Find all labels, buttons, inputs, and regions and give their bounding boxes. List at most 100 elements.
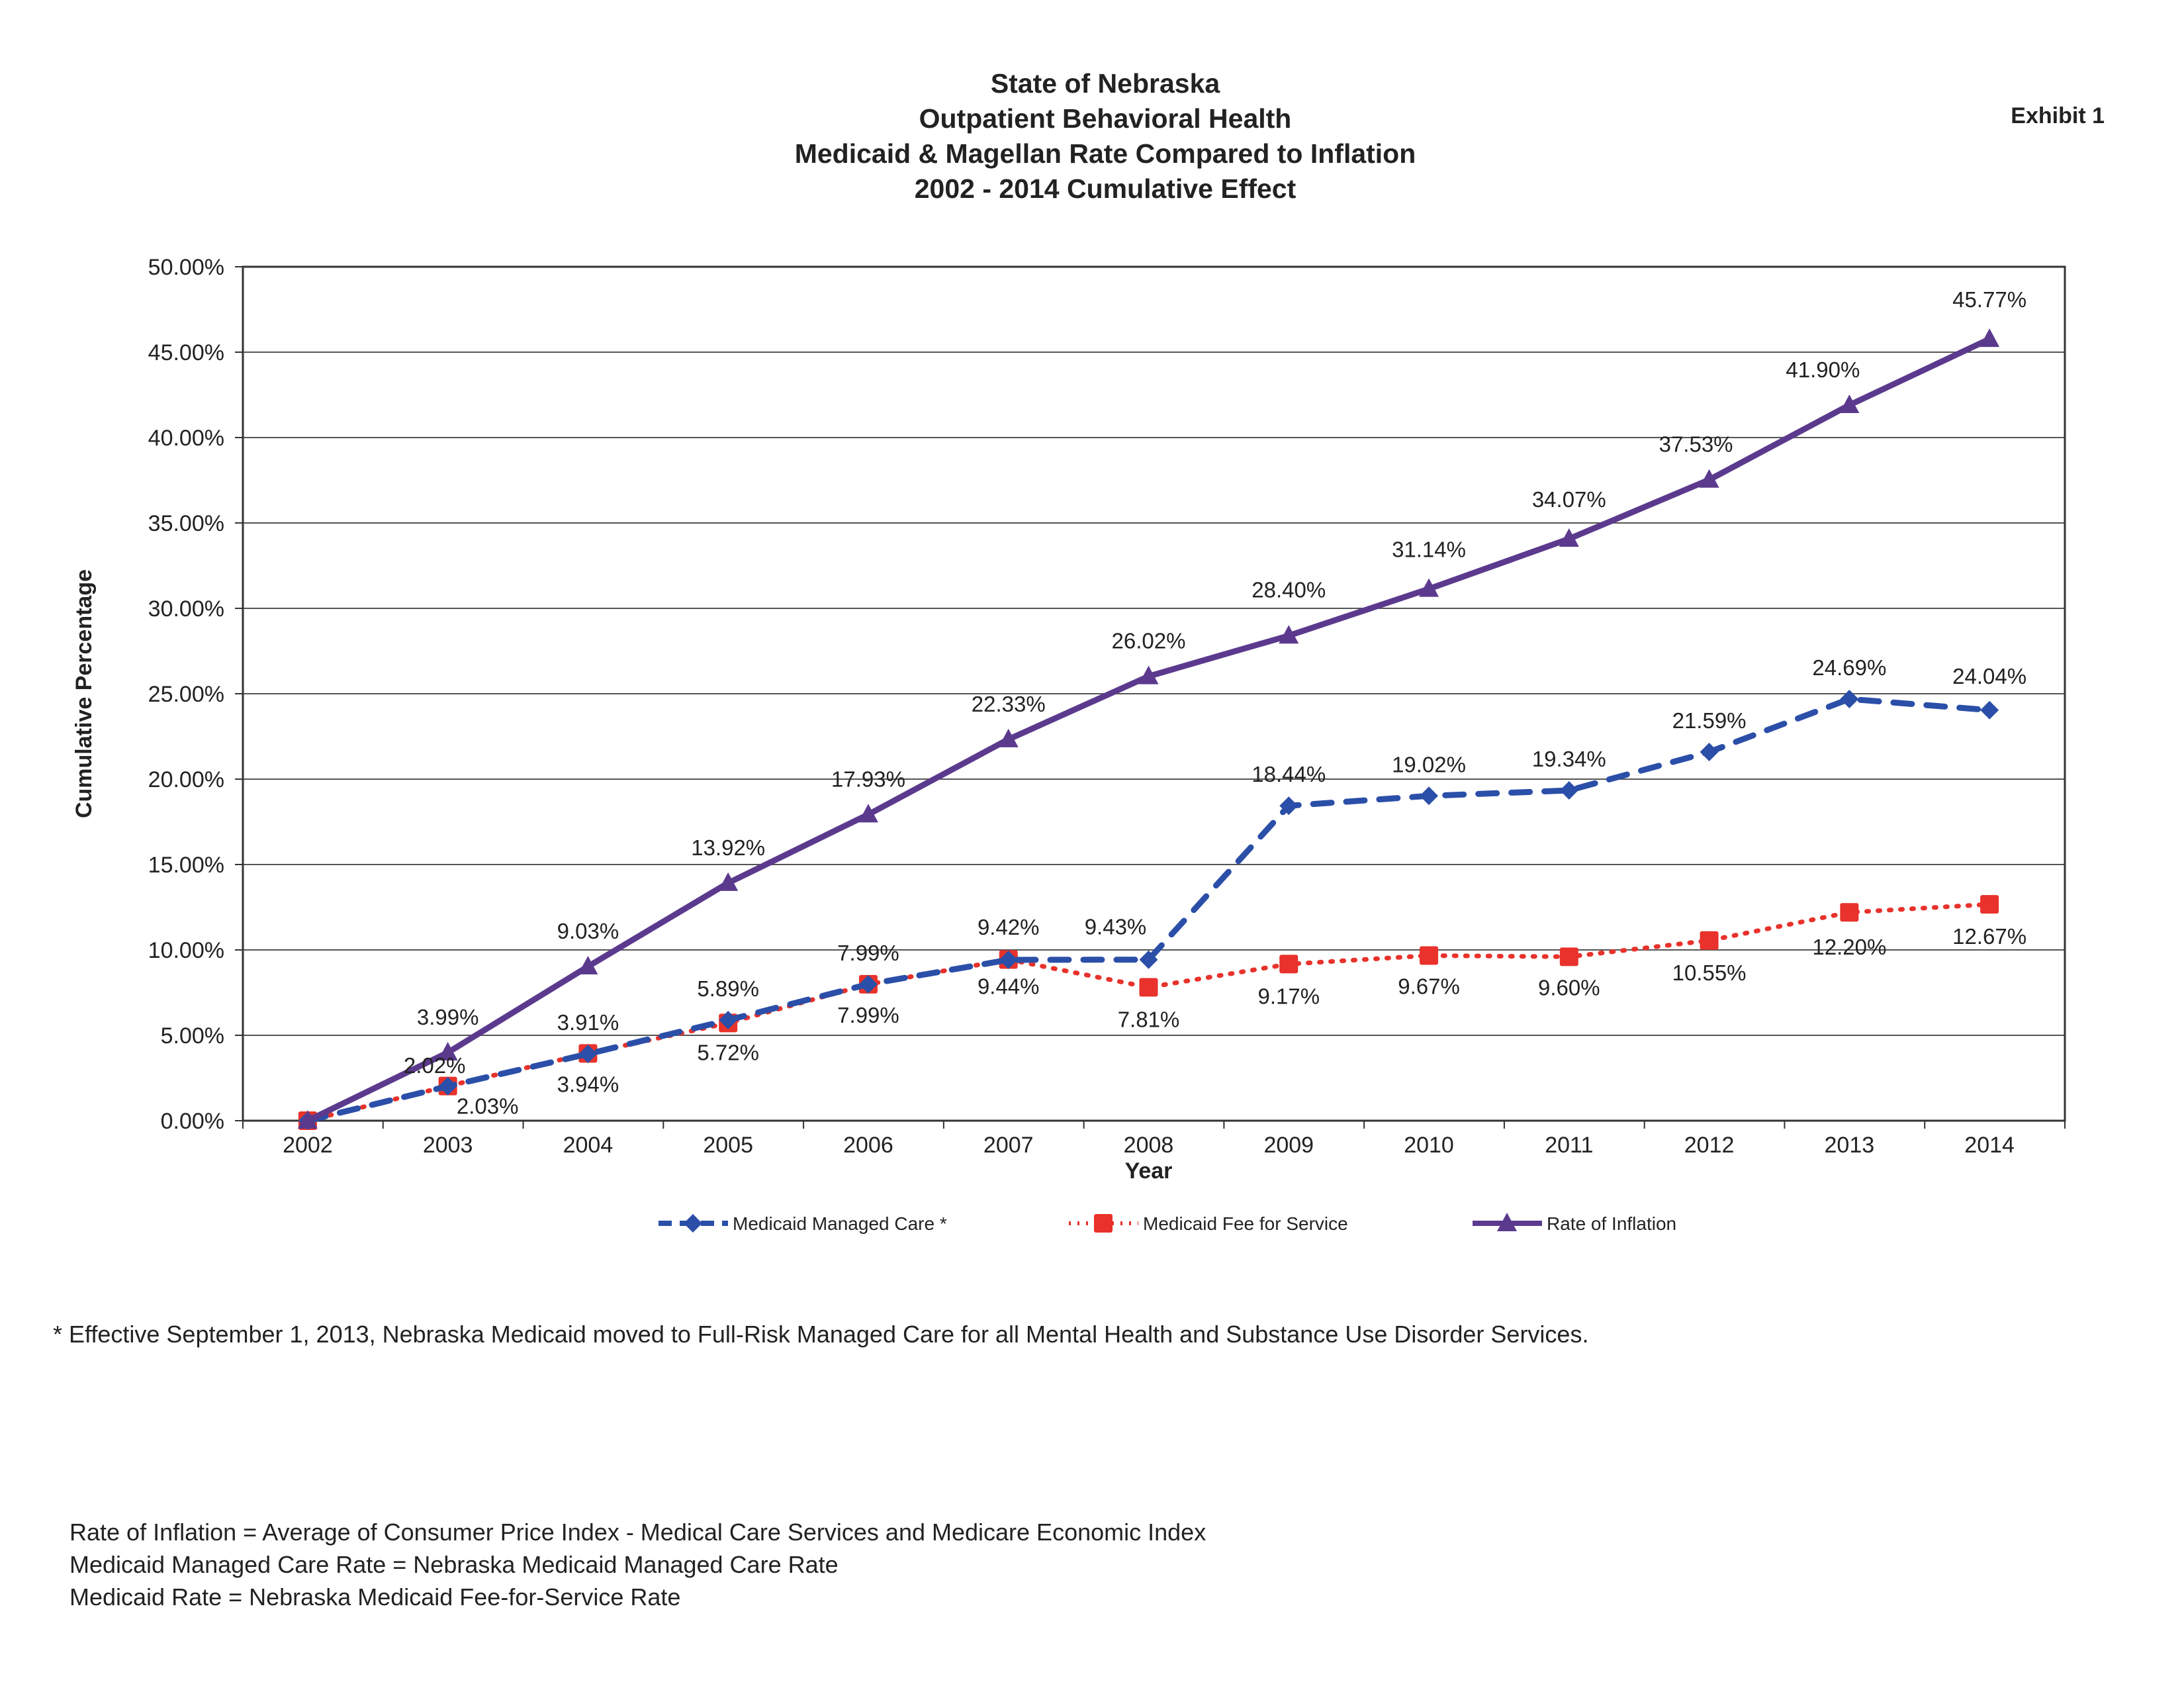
data-point — [1839, 394, 1860, 413]
chart-title: State of Nebraska Outpatient Behavioral … — [0, 66, 2184, 207]
data-label: 21.59% — [1672, 708, 1747, 733]
data-point — [437, 1042, 458, 1061]
data-point — [858, 804, 878, 823]
data-point — [1700, 931, 1719, 950]
y-tick-label: 35.00% — [148, 511, 224, 536]
data-label: 10.55% — [1672, 961, 1747, 985]
x-axis-title: Year — [1125, 1158, 1173, 1184]
data-point — [1559, 947, 1578, 966]
definitions: Rate of Inflation = Average of Consumer … — [69, 1516, 1206, 1613]
data-label: 19.34% — [1532, 747, 1606, 771]
data-point — [998, 728, 1019, 747]
data-point — [297, 1110, 318, 1129]
data-label: 3.94% — [557, 1072, 619, 1096]
data-label: 7.99% — [837, 941, 899, 965]
data-label: 28.40% — [1251, 577, 1326, 602]
data-label: 19.02% — [1392, 752, 1466, 776]
x-tick-label: 2011 — [1545, 1133, 1593, 1158]
data-point — [1420, 786, 1439, 806]
data-label: 18.44% — [1251, 762, 1326, 786]
y-tick-label: 20.00% — [148, 767, 224, 792]
data-label: 9.43% — [1085, 915, 1147, 939]
data-point — [999, 950, 1018, 969]
legend-label: Rate of Inflation — [1547, 1213, 1676, 1234]
data-label: 9.67% — [1398, 974, 1460, 999]
data-point — [578, 956, 598, 975]
definition-medicaid-rate: Medicaid Rate = Nebraska Medicaid Fee-fo… — [69, 1583, 681, 1611]
y-tick-label: 30.00% — [148, 596, 224, 622]
exhibit-label: Exhibit 1 — [2011, 103, 2105, 128]
legend-marker — [684, 1214, 702, 1233]
x-tick-label: 2014 — [1964, 1133, 2015, 1158]
data-label: 7.99% — [837, 1003, 899, 1027]
data-point — [578, 1045, 598, 1064]
data-label: 9.03% — [557, 919, 619, 943]
x-tick-label: 2005 — [703, 1133, 753, 1158]
data-label: 2.03% — [457, 1094, 519, 1119]
data-label: 2.02% — [404, 1053, 466, 1078]
x-tick-label: 2010 — [1404, 1133, 1454, 1158]
y-tick-label: 10.00% — [148, 938, 224, 963]
series-line-0 — [304, 696, 1993, 1124]
data-label: 26.02% — [1112, 629, 1186, 653]
x-tick-label: 2007 — [983, 1133, 1034, 1158]
data-point — [858, 974, 878, 994]
data-point — [718, 872, 739, 891]
data-label: 7.81% — [1118, 1008, 1180, 1032]
y-tick-label: 25.00% — [148, 682, 224, 707]
data-point — [1279, 625, 1299, 644]
data-point — [1559, 781, 1578, 800]
x-tick-label: 2013 — [1825, 1133, 1875, 1158]
data-label: 3.99% — [417, 1005, 479, 1029]
data-point — [719, 1011, 738, 1030]
data-point — [1279, 796, 1298, 816]
data-point — [1138, 665, 1159, 684]
title-line-1: State of Nebraska — [990, 68, 1220, 99]
data-label: 37.53% — [1659, 432, 1733, 457]
data-label: 5.72% — [697, 1040, 759, 1064]
x-tick-label: 2003 — [423, 1133, 473, 1158]
data-point — [1279, 955, 1298, 974]
y-tick-label: 5.00% — [161, 1023, 224, 1049]
legend-label: Medicaid Fee for Service — [1143, 1213, 1348, 1234]
data-point — [1699, 469, 1719, 488]
y-tick-label: 15.00% — [148, 853, 224, 878]
data-label: 9.42% — [978, 915, 1040, 939]
data-label: 5.89% — [697, 976, 759, 1001]
legend-marker — [1497, 1213, 1517, 1231]
data-point — [1139, 950, 1158, 969]
data-label: 13.92% — [691, 835, 765, 860]
data-point — [1420, 946, 1439, 965]
data-label: 45.77% — [1952, 287, 2026, 312]
data-label: 34.07% — [1532, 487, 1606, 512]
footnote: * Effective September 1, 2013, Nebraska … — [53, 1321, 1589, 1348]
data-label: 24.04% — [1952, 664, 2026, 688]
x-tick-label: 2002 — [283, 1133, 333, 1158]
y-axis-title: Cumulative Percentage — [71, 569, 97, 818]
legend-label: Medicaid Managed Care * — [733, 1213, 947, 1234]
data-label: 9.60% — [1538, 975, 1600, 1000]
data-point — [1840, 689, 1859, 708]
data-point — [1139, 978, 1158, 997]
data-label: 24.69% — [1812, 655, 1886, 680]
y-tick-label: 40.00% — [148, 426, 224, 451]
line-chart: 0.00% 5.00% 10.00% 15.00% 20.00% 25.00% 30.00%… — [71, 255, 2066, 1234]
definition-inflation: Rate of Inflation = Average of Consumer … — [69, 1519, 1206, 1546]
data-point — [1419, 578, 1439, 597]
data-point — [1840, 903, 1859, 922]
data-point — [438, 1076, 457, 1096]
y-tick-label: 45.00% — [148, 340, 224, 365]
title-line-2: Outpatient Behavioral Health — [919, 103, 1292, 134]
data-label: 9.17% — [1257, 984, 1320, 1008]
x-tick-label: 2008 — [1124, 1133, 1174, 1158]
legend-marker — [1094, 1214, 1113, 1233]
data-label: 31.14% — [1392, 538, 1466, 562]
data-label: 12.67% — [1952, 924, 2026, 949]
x-tick-label: 2012 — [1684, 1133, 1735, 1158]
data-label: 17.93% — [831, 767, 905, 791]
y-tick-label: 50.00% — [148, 255, 224, 280]
data-label: 22.33% — [972, 692, 1046, 716]
plot-area — [242, 265, 2066, 1122]
data-point — [1700, 742, 1719, 761]
data-point — [1559, 528, 1579, 547]
